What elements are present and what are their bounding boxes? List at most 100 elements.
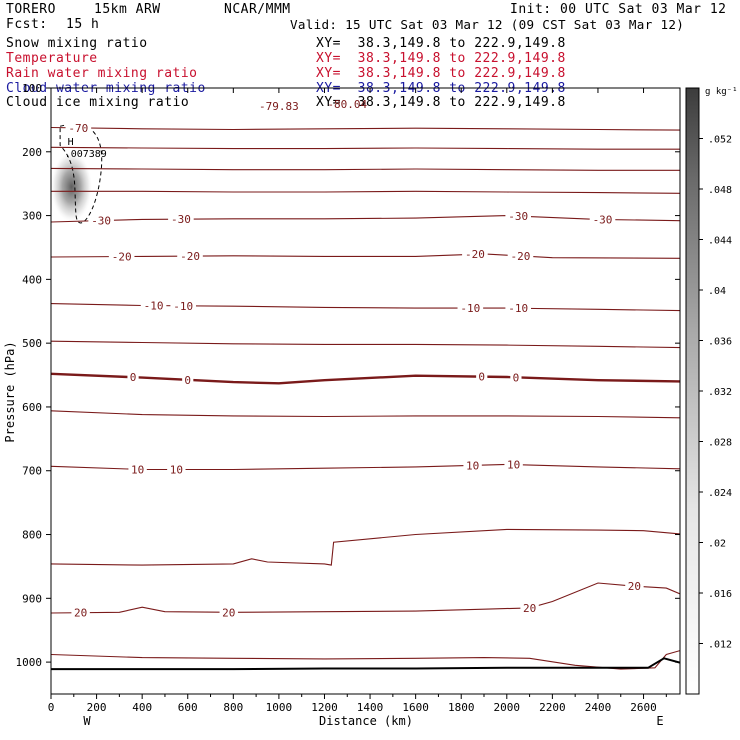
x-axis-tick-label: 200 bbox=[87, 701, 107, 714]
temperature-contour-label: 0 bbox=[513, 371, 520, 384]
contour-label-background bbox=[88, 215, 114, 226]
contour-label-background bbox=[219, 607, 238, 618]
colorbar-tick-label: .032 bbox=[708, 387, 732, 398]
temperature-contour-label: 20 bbox=[222, 606, 235, 619]
contour-label-background bbox=[182, 374, 194, 385]
temperature-contour-line bbox=[51, 340, 680, 349]
field-name-rain: Rain water mixing ratio bbox=[6, 66, 198, 81]
y-axis-tick-label: 400 bbox=[22, 273, 42, 286]
y-axis-tick-label: 900 bbox=[22, 592, 42, 605]
temperature-contour-label: 10 bbox=[466, 459, 479, 472]
x-axis-tick-label: 0 bbox=[48, 701, 55, 714]
init-time: Init: 00 UTC Sat 03 Mar 12 bbox=[510, 2, 727, 17]
contour-label-background bbox=[457, 303, 484, 314]
x-axis-tick-label: 600 bbox=[178, 701, 198, 714]
colorbar-tick-label: .044 bbox=[708, 236, 732, 247]
temperature-contour-label: -10 bbox=[144, 300, 164, 313]
temperature-contour-label: -30 bbox=[91, 215, 111, 228]
y-axis-tick-label: 300 bbox=[22, 210, 42, 223]
temperature-contour-label: 20 bbox=[523, 602, 536, 615]
colorbar-tick-label: .028 bbox=[708, 438, 732, 449]
temperature-contour-line bbox=[51, 463, 680, 471]
contour-extremum-label: -80.04 bbox=[327, 98, 367, 111]
plot-frame bbox=[50, 87, 681, 695]
contour-label-background bbox=[71, 607, 90, 618]
forecast-hour: 15 h bbox=[66, 17, 100, 32]
y-axis-tick-label: 100 bbox=[22, 82, 42, 95]
temperature-contour-line bbox=[51, 126, 680, 131]
y-axis-tick-label: 500 bbox=[22, 337, 42, 350]
contour-label-background bbox=[589, 214, 616, 225]
colorbar-tick-label: .024 bbox=[708, 488, 732, 499]
y-axis-tick-label: 600 bbox=[22, 401, 42, 414]
field-xy-temperature: XY= 38.3,149.8 to 222.9,149.8 bbox=[316, 51, 566, 66]
forecast-label: Fcst: bbox=[6, 17, 48, 32]
snow-mixing-ratio-shading bbox=[51, 151, 93, 222]
contour-label-background bbox=[167, 464, 186, 475]
terrain-surface-line bbox=[51, 657, 680, 671]
colorbar-ramp bbox=[685, 87, 700, 695]
colorbar-tick-label: .016 bbox=[708, 589, 732, 600]
field-xy-cloud-ice: XY= 38.3,149.8 to 222.9,149.8 bbox=[316, 95, 566, 110]
colorbar-unit: g kg⁻¹ bbox=[705, 87, 738, 97]
x-axis-left-end-label: W bbox=[83, 714, 91, 728]
contour-extremum-label: -79.83 bbox=[259, 100, 299, 113]
contour-label-background bbox=[177, 251, 203, 262]
colorbar-tick-label: .052 bbox=[708, 135, 732, 146]
temperature-contour-label: -20 bbox=[465, 248, 485, 261]
y-axis-tick-label: 700 bbox=[22, 465, 42, 478]
contour-label-background bbox=[462, 249, 488, 260]
temperature-contour-line bbox=[51, 410, 680, 419]
x-axis-tick-label: 800 bbox=[223, 701, 243, 714]
contour-label-background bbox=[168, 214, 194, 225]
temperature-contour-line bbox=[51, 253, 680, 259]
contour-label-background bbox=[520, 602, 539, 613]
colorbar-tick-label: .036 bbox=[708, 337, 732, 348]
temperature-contour-label: -30 bbox=[508, 210, 528, 223]
temperature-contour-label: -10 bbox=[460, 302, 480, 315]
contour-label-background bbox=[140, 300, 167, 311]
x-axis-tick-label: 1200 bbox=[311, 701, 338, 714]
temperature-contour-label: 20 bbox=[74, 607, 87, 620]
field-name-cloud-water: Cloud water mixing ratio bbox=[6, 81, 206, 96]
temperature-contour-label: 0 bbox=[478, 371, 485, 384]
x-axis-tick-label: 1000 bbox=[266, 701, 293, 714]
x-axis-tick-label: 400 bbox=[132, 701, 152, 714]
model-resolution: 15km ARW bbox=[94, 2, 161, 17]
temperature-contour-label: 10 bbox=[170, 463, 183, 476]
contour-label-background bbox=[505, 303, 531, 314]
valid-time: Valid: 15 UTC Sat 03 Mar 12 (09 CST Sat … bbox=[290, 17, 685, 32]
temperature-contour-line bbox=[51, 167, 680, 171]
temperature-contour-label: 0 bbox=[130, 371, 137, 384]
colorbar-tick-label: .02 bbox=[708, 539, 726, 550]
field-name-temperature: Temperature bbox=[6, 51, 98, 66]
temperature-contour-label: 20 bbox=[628, 580, 641, 593]
contour-label-background bbox=[127, 372, 139, 383]
temperature-contour-label: 0 bbox=[184, 374, 191, 387]
x-axis-tick-label: 2600 bbox=[630, 701, 657, 714]
contour-label-background bbox=[504, 459, 523, 470]
colorbar-tick-label: .048 bbox=[708, 185, 732, 196]
field-xy-snow: XY= 38.3,149.8 to 222.9,149.8 bbox=[316, 36, 566, 51]
temperature-contour-label: -20 bbox=[511, 250, 531, 263]
y-axis-title: Pressure (hPa) bbox=[3, 341, 17, 442]
colorbar-tick-label: .04 bbox=[708, 286, 726, 297]
center-name: NCAR/MMM bbox=[224, 2, 291, 17]
contour-label-background bbox=[463, 460, 482, 471]
colorbar-tick-label: .012 bbox=[708, 640, 732, 651]
temperature-contour-line bbox=[51, 372, 680, 385]
temperature-contour-line bbox=[51, 528, 680, 566]
temperature-contour-label: -20 bbox=[112, 251, 132, 264]
cloud-ice-dashed-contour bbox=[59, 123, 103, 224]
model-name: TORERO bbox=[6, 2, 56, 17]
x-axis-title: Distance (km) bbox=[319, 714, 413, 728]
temperature-contour-line bbox=[51, 190, 680, 194]
contour-label-background bbox=[625, 581, 644, 592]
temperature-contour-line bbox=[51, 146, 680, 150]
temperature-contour-label: -10 bbox=[508, 302, 528, 315]
field-xy-rain: XY= 38.3,149.8 to 222.9,149.8 bbox=[316, 66, 566, 81]
contour-label-background bbox=[507, 250, 534, 261]
x-axis-tick-label: 2400 bbox=[585, 701, 612, 714]
x-axis-tick-label: 2000 bbox=[494, 701, 521, 714]
colorbar: g kg⁻¹ .012 .016 .02 .024 .028 .032 .036 .04 .04… bbox=[685, 87, 738, 695]
